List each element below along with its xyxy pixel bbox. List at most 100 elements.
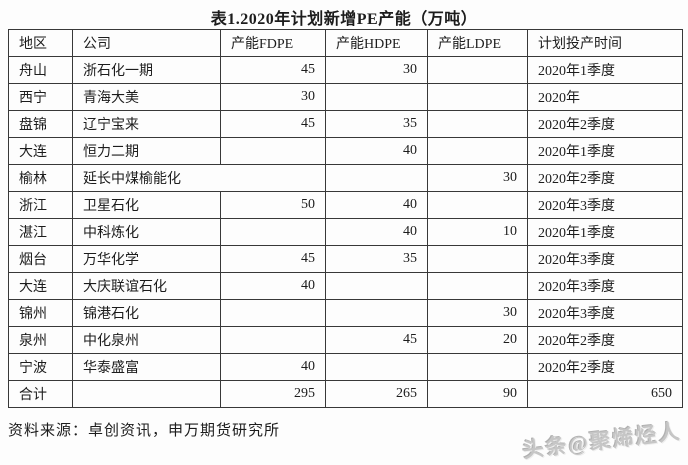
table-row: 大连 大庆联谊石化 40 2020年3季度 xyxy=(8,272,683,300)
cell-company: 辽宁宝来 xyxy=(72,110,221,138)
total-company xyxy=(72,380,221,408)
cell-company: 锦港石化 xyxy=(72,299,221,327)
cell-ldpe xyxy=(427,56,528,84)
cell-ldpe xyxy=(427,83,528,111)
table-row: 宁波 华泰盛富 40 2020年2季度 xyxy=(8,353,683,381)
table-row: 锦州 锦港石化 30 2020年3季度 xyxy=(8,299,683,327)
cell-region: 舟山 xyxy=(8,56,73,84)
cell-company: 延长中煤榆能化 xyxy=(72,164,326,192)
header-cell-hdpe: 产能HDPE xyxy=(325,29,428,57)
cell-ldpe xyxy=(427,191,528,219)
table-row: 泉州 中化泉州 45 20 2020年2季度 xyxy=(8,326,683,354)
cell-ldpe: 30 xyxy=(427,299,528,327)
cell-hdpe: 35 xyxy=(325,110,428,138)
cell-fdpe: 40 xyxy=(220,353,326,381)
cell-company: 中化泉州 xyxy=(72,326,221,354)
cell-ldpe: 10 xyxy=(427,218,528,246)
cell-ldpe xyxy=(427,137,528,165)
cell-time: 2020年3季度 xyxy=(527,299,683,327)
cell-fdpe: 30 xyxy=(220,83,326,111)
cell-region: 锦州 xyxy=(8,299,73,327)
cell-hdpe: 40 xyxy=(325,218,428,246)
cell-hdpe xyxy=(325,299,428,327)
cell-ldpe xyxy=(427,272,528,300)
cell-company: 恒力二期 xyxy=(72,137,221,165)
cell-time: 2020年1季度 xyxy=(527,56,683,84)
header-cell-time: 计划投产时间 xyxy=(527,29,683,57)
cell-hdpe xyxy=(325,272,428,300)
cell-fdpe: 50 xyxy=(220,191,326,219)
cell-company: 万华化学 xyxy=(72,245,221,273)
cell-time: 2020年1季度 xyxy=(527,218,683,246)
cell-time: 2020年3季度 xyxy=(527,191,683,219)
cell-company: 大庆联谊石化 xyxy=(72,272,221,300)
total-ldpe: 90 xyxy=(427,380,528,408)
cell-ldpe: 30 xyxy=(427,164,528,192)
cell-company: 华泰盛富 xyxy=(72,353,221,381)
table-row: 榆林 延长中煤榆能化 30 2020年2季度 xyxy=(8,164,683,192)
cell-region: 榆林 xyxy=(8,164,73,192)
total-sum: 650 xyxy=(527,380,683,408)
cell-fdpe: 45 xyxy=(220,110,326,138)
page-title: 表1.2020年计划新增PE产能（万吨） xyxy=(210,11,478,28)
cell-fdpe: 45 xyxy=(220,245,326,273)
cell-time: 2020年2季度 xyxy=(527,353,683,381)
cell-hdpe: 45 xyxy=(325,326,428,354)
table-row: 浙江 卫星石化 50 40 2020年3季度 xyxy=(8,191,683,219)
cell-company: 中科炼化 xyxy=(72,218,221,246)
cell-time: 2020年1季度 xyxy=(527,137,683,165)
cell-time: 2020年2季度 xyxy=(527,110,683,138)
cell-region: 浙江 xyxy=(8,191,73,219)
header-cell-region: 地区 xyxy=(8,29,73,57)
cell-time: 2020年3季度 xyxy=(527,272,683,300)
pe-capacity-table: 地区 公司 产能FDPE 产能HDPE 产能LDPE 计划投产时间 舟山 浙石化… xyxy=(8,29,683,408)
cell-region: 烟台 xyxy=(8,245,73,273)
header-row: 地区 公司 产能FDPE 产能HDPE 产能LDPE 计划投产时间 xyxy=(8,29,683,57)
cell-ldpe xyxy=(427,245,528,273)
cell-region: 湛江 xyxy=(8,218,73,246)
cell-hdpe: 30 xyxy=(325,56,428,84)
cell-ldpe xyxy=(427,110,528,138)
cell-time: 2020年2季度 xyxy=(527,326,683,354)
cell-region: 大连 xyxy=(8,137,73,165)
cell-company: 卫星石化 xyxy=(72,191,221,219)
cell-hdpe xyxy=(325,353,428,381)
source-note: 资料来源：卓创资讯，申万期货研究所 xyxy=(8,423,281,439)
table-row: 盘锦 辽宁宝来 45 35 2020年2季度 xyxy=(8,110,683,138)
cell-ldpe xyxy=(427,353,528,381)
table-row: 西宁 青海大美 30 2020年 xyxy=(8,83,683,111)
table-row: 舟山 浙石化一期 45 30 2020年1季度 xyxy=(8,56,683,84)
total-fdpe: 295 xyxy=(220,380,326,408)
cell-fdpe xyxy=(220,137,326,165)
cell-region: 西宁 xyxy=(8,83,73,111)
cell-fdpe: 40 xyxy=(220,272,326,300)
cell-hdpe xyxy=(325,164,428,192)
cell-company: 浙石化一期 xyxy=(72,56,221,84)
cell-hdpe: 35 xyxy=(325,245,428,273)
cell-company: 青海大美 xyxy=(72,83,221,111)
cell-fdpe xyxy=(220,218,326,246)
cell-region: 大连 xyxy=(8,272,73,300)
table-row: 大连 恒力二期 40 2020年1季度 xyxy=(8,137,683,165)
cell-region: 宁波 xyxy=(8,353,73,381)
cell-time: 2020年 xyxy=(527,83,683,111)
cell-time: 2020年3季度 xyxy=(527,245,683,273)
cell-fdpe: 45 xyxy=(220,56,326,84)
cell-hdpe: 40 xyxy=(325,137,428,165)
cell-ldpe: 20 xyxy=(427,326,528,354)
total-label: 合计 xyxy=(8,380,73,408)
total-row: 合计 295 265 90 650 xyxy=(8,380,683,408)
cell-region: 盘锦 xyxy=(8,110,73,138)
cell-fdpe xyxy=(220,326,326,354)
cell-fdpe xyxy=(220,299,326,327)
total-hdpe: 265 xyxy=(325,380,428,408)
cell-region: 泉州 xyxy=(8,326,73,354)
header-cell-company: 公司 xyxy=(72,29,221,57)
cell-hdpe xyxy=(325,83,428,111)
header-cell-fdpe: 产能FDPE xyxy=(220,29,326,57)
table-row: 烟台 万华化学 45 35 2020年3季度 xyxy=(8,245,683,273)
table-row: 湛江 中科炼化 40 10 2020年1季度 xyxy=(8,218,683,246)
cell-hdpe: 40 xyxy=(325,191,428,219)
header-cell-ldpe: 产能LDPE xyxy=(427,29,528,57)
cell-time: 2020年2季度 xyxy=(527,164,683,192)
